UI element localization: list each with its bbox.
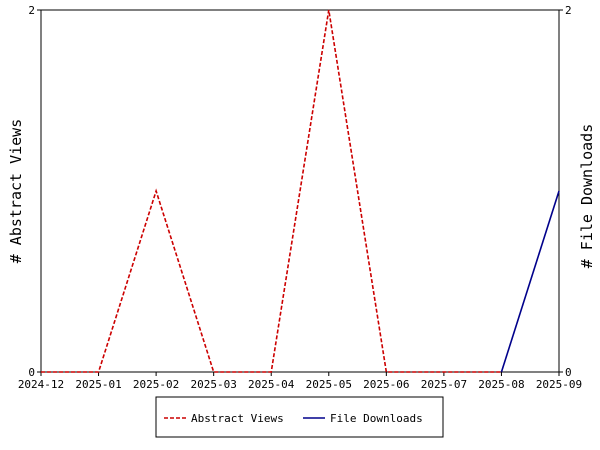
x-tick-label: 2025-03 [190, 378, 236, 391]
x-tick-label: 2025-07 [421, 378, 467, 391]
legend: Abstract Views File Downloads [155, 396, 444, 438]
y-tick-label: 0 [28, 366, 35, 379]
legend-label-file-downloads: File Downloads [330, 412, 423, 425]
legend-label-abstract-views: Abstract Views [191, 412, 284, 425]
x-tick-label: 2025-04 [248, 378, 295, 391]
legend-box [155, 396, 444, 438]
y-axis-right: 02 [559, 4, 572, 379]
x-tick-label: 2025-06 [363, 378, 409, 391]
y2-tick-label: 0 [565, 366, 572, 379]
x-tick-label: 2024-12 [18, 378, 64, 391]
y-axis-left: 02 [28, 4, 41, 379]
x-tick-label: 2025-09 [536, 378, 582, 391]
series-line-file-downloads [500, 190, 560, 373]
x-axis: 2024-12 2025-01 2025-02 2025-03 2025-04 2025-… [18, 372, 582, 391]
x-tick-label: 2025-02 [133, 378, 179, 391]
y2-axis-title: # File Downloads [578, 124, 596, 269]
x-tick-label: 2025-08 [478, 378, 524, 391]
series-layer [41, 9, 560, 373]
y-tick-label: 2 [28, 4, 35, 17]
x-tick-label: 2025-01 [75, 378, 121, 391]
y2-tick-label: 2 [565, 4, 572, 17]
y-axis-title: # Abstract Views [7, 119, 25, 264]
x-tick-label: 2025-05 [306, 378, 352, 391]
series-line-abstract-views [41, 9, 502, 373]
